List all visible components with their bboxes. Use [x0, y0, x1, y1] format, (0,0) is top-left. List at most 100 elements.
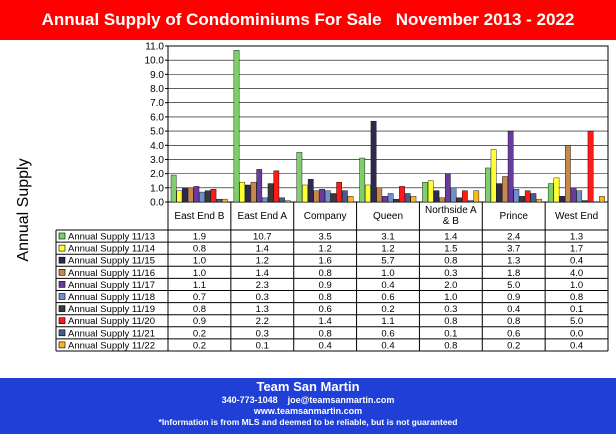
bar: [273, 170, 280, 203]
legend-swatch: [58, 244, 66, 252]
data-label: 0.2: [507, 340, 520, 351]
bar: [547, 183, 554, 203]
data-label: 0.8: [444, 316, 457, 327]
data-label: 0.8: [193, 304, 206, 315]
bar: [313, 190, 320, 203]
data-label: 0.6: [381, 292, 394, 303]
legend-label: Annual Supply 11/15: [68, 256, 155, 267]
category-label: West End: [555, 211, 598, 222]
bar: [410, 196, 417, 203]
data-label: 0.4: [319, 340, 332, 351]
bar: [324, 190, 331, 203]
y-tick-label: 1.0: [150, 183, 164, 194]
data-label: 2.3: [256, 280, 269, 291]
footer-disclaimer: *Information is from MLS and deemed to b…: [158, 417, 458, 427]
footer-website: www.teamsanmartin.com: [253, 406, 363, 416]
bar: [319, 189, 325, 203]
bar: [502, 176, 508, 203]
y-tick-label: 0.0: [150, 198, 164, 209]
bar: [176, 190, 183, 203]
bar: [296, 152, 303, 203]
bar: [170, 174, 177, 203]
data-label: 0.6: [507, 328, 520, 339]
bar: [359, 157, 366, 203]
data-label: 0.1: [570, 304, 583, 315]
legend-swatch: [58, 305, 66, 312]
bar: [365, 184, 371, 203]
data-label: 5.0: [507, 280, 520, 291]
category-label: Company: [304, 211, 347, 222]
bar: [187, 187, 194, 203]
bar: [279, 197, 285, 203]
bar-chart: 0.01.02.03.04.05.06.07.08.09.010.011.0Ea…: [55, 42, 609, 352]
plot-area: [167, 45, 609, 203]
data-label: 1.4: [256, 268, 269, 279]
bar: [250, 181, 257, 203]
legend-label: Annual Supply 11/20: [68, 316, 155, 327]
data-label: 1.0: [193, 268, 206, 279]
bar: [490, 149, 497, 203]
legend-swatch: [58, 281, 66, 288]
legend-swatch: [58, 268, 66, 276]
bar: [507, 130, 514, 203]
data-label: 3.1: [381, 232, 394, 243]
bar: [582, 200, 588, 203]
bar: [587, 130, 594, 203]
category-label: Northside A: [425, 205, 477, 216]
bar: [422, 181, 428, 203]
data-label: 1.3: [507, 256, 520, 267]
bar: [553, 177, 560, 203]
bar: [267, 183, 274, 203]
bar: [467, 200, 474, 203]
chart-title: Annual Supply of Condominiums For Sale N…: [0, 0, 616, 40]
data-label: 0.8: [319, 328, 332, 339]
data-label: 0.2: [193, 340, 206, 351]
data-label: 0.4: [381, 280, 394, 291]
category-label: Prince: [500, 211, 529, 222]
bar: [245, 184, 251, 203]
bar: [387, 193, 394, 203]
legend-label: Annual Supply 11/17: [68, 280, 155, 291]
legend-label: Annual Supply 11/18: [68, 292, 155, 303]
bar: [576, 190, 583, 203]
y-tick-label: 4.0: [150, 141, 164, 152]
data-label: 0.8: [319, 268, 332, 279]
bar: [342, 190, 348, 203]
bar: [262, 197, 268, 203]
bar: [473, 190, 480, 203]
bar: [182, 187, 188, 203]
data-label: 1.1: [381, 316, 394, 327]
y-tick-label: 3.0: [150, 155, 164, 166]
data-label: 0.2: [381, 304, 394, 315]
bar: [450, 187, 457, 203]
y-tick-label: 2.0: [150, 169, 164, 180]
legend-swatch: [58, 329, 66, 337]
data-label: 1.4: [444, 232, 457, 243]
data-label: 0.8: [507, 316, 520, 327]
bar: [347, 196, 354, 203]
bar: [496, 183, 503, 203]
bar: [485, 167, 491, 203]
bar: [456, 197, 463, 203]
data-label: 0.3: [256, 328, 269, 339]
bar: [284, 200, 291, 203]
data-label: 5.0: [570, 316, 583, 327]
bar: [376, 187, 383, 203]
data-label: 1.6: [319, 256, 332, 267]
bar: [444, 173, 451, 203]
category-label: East End A: [238, 211, 288, 222]
y-tick-label: 5.0: [150, 127, 164, 138]
bar: [382, 196, 388, 203]
bar: [233, 50, 240, 203]
data-label: 1.0: [193, 256, 206, 267]
legend-swatch: [58, 232, 66, 240]
footer-contact: 340-773-1048 joe@teamsanmartin.com: [221, 395, 395, 405]
footer-team-name: Team San Martin: [256, 379, 360, 394]
data-label: 0.4: [507, 304, 520, 315]
bar: [307, 179, 314, 203]
bar: [462, 190, 468, 203]
bar: [204, 190, 211, 203]
footer: Team San Martin 340-773-1048 joe@teamsan…: [0, 378, 616, 434]
data-label: 1.4: [256, 244, 269, 255]
category-label: & B: [443, 216, 459, 227]
